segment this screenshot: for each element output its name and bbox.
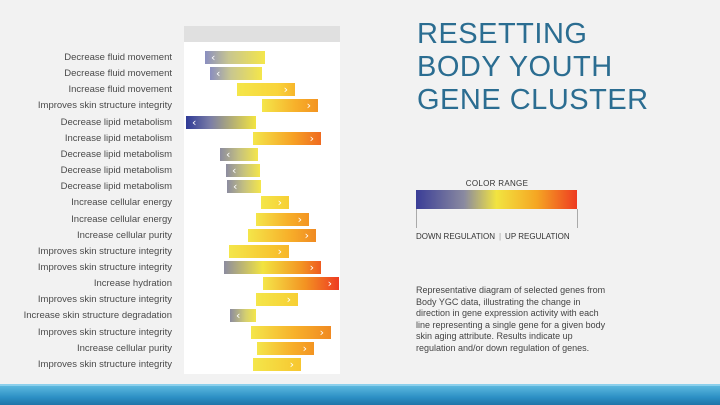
scale-separator: | <box>498 232 502 241</box>
gene-label: Increase skin structure degradation <box>23 310 172 322</box>
up-regulation-bar: › <box>257 341 314 355</box>
title-line-1: RESETTING <box>417 18 588 50</box>
chevron-right-icon: › <box>327 277 332 291</box>
gene-label: Decrease fluid movement <box>64 52 172 63</box>
gene-label: Decrease lipid metabolism <box>60 116 172 128</box>
gene-label: Decrease lipid metabolism <box>60 181 172 193</box>
chevron-right-icon: › <box>302 341 307 355</box>
chevron-right-icon: › <box>297 212 302 226</box>
gene-label: Improves skin structure integrity <box>37 100 172 112</box>
gene-label: Decrease lipid metabolism <box>60 165 172 177</box>
gene-label: Increase cellular purity <box>76 229 172 241</box>
gene-label: Decrease lipid metabolism <box>60 148 172 160</box>
down-regulation-bar: ‹ <box>220 147 258 161</box>
title-line-3: GENE CLUSTER <box>417 84 649 116</box>
footer-highlight <box>0 384 720 386</box>
up-regulation-bar: › <box>229 244 289 258</box>
chevron-right-icon: › <box>277 244 282 258</box>
up-regulation-label: UP REGULATION <box>505 232 570 241</box>
gene-label: Improves skin structure integrity <box>37 358 172 370</box>
chevron-right-icon: › <box>289 357 294 371</box>
chevron-left-icon: ‹ <box>236 309 241 323</box>
up-regulation-bar: › <box>237 83 295 97</box>
title-line-2: BODY YOUTH <box>417 51 613 83</box>
chevron-right-icon: › <box>286 293 291 307</box>
up-regulation-bar: › <box>263 277 339 291</box>
down-regulation-bar: ‹ <box>205 51 265 64</box>
gene-label: Improves skin structure integrity <box>37 326 172 338</box>
chevron-right-icon: › <box>309 260 314 274</box>
gene-label: Decrease fluid movement <box>64 68 172 80</box>
up-regulation-bar: › <box>262 99 318 113</box>
chevron-right-icon: › <box>306 99 311 113</box>
footer-band <box>0 386 720 405</box>
chevron-right-icon: › <box>309 131 314 145</box>
gene-diagram-header <box>184 26 340 42</box>
chevron-right-icon: › <box>304 228 309 242</box>
color-range-bar <box>416 190 577 209</box>
up-regulation-bar: › <box>253 357 301 371</box>
gene-label: Increase cellular energy <box>71 213 172 225</box>
gene-label: Increase hydration <box>93 278 172 290</box>
chevron-left-icon: ‹ <box>232 164 237 178</box>
up-regulation-bar: › <box>253 131 321 145</box>
chevron-right-icon: › <box>277 196 282 210</box>
gene-label: Increase cellular purity <box>76 342 172 354</box>
down-regulation-bar: ‹ <box>227 180 261 194</box>
down-regulation-bar: ‹ <box>186 115 256 129</box>
chevron-right-icon: › <box>319 325 324 339</box>
up-regulation-bar: › <box>256 212 309 226</box>
up-regulation-bar: › <box>256 293 298 307</box>
up-regulation-bar: › <box>261 196 289 210</box>
chevron-left-icon: ‹ <box>233 180 238 194</box>
down-regulation-label: DOWN REGULATION <box>416 232 495 241</box>
up-regulation-bar: › <box>248 228 316 242</box>
up-regulation-bar: › <box>251 325 331 339</box>
gene-label: Improves skin structure integrity <box>37 261 172 273</box>
chevron-left-icon: ‹ <box>192 115 197 129</box>
color-range-labels: DOWN REGULATION | UP REGULATION <box>416 232 570 241</box>
color-range-title: COLOR RANGE <box>465 179 529 188</box>
gene-label: Improves skin structure integrity <box>37 294 172 306</box>
chevron-left-icon: ‹ <box>216 67 221 81</box>
up-regulation-bar: › <box>224 260 321 274</box>
gene-label: Improves skin structure integrity <box>37 245 172 257</box>
chevron-left-icon: ‹ <box>211 51 216 64</box>
chevron-right-icon: › <box>283 83 288 97</box>
chevron-left-icon: ‹ <box>226 147 231 161</box>
diagram-description: Representative diagram of selected genes… <box>416 285 606 353</box>
gene-label: Increase lipid metabolism <box>64 132 172 144</box>
gene-label: Increase fluid movement <box>68 84 173 96</box>
slide-title: RESETTING BODY YOUTH GENE CLUSTER <box>417 18 649 117</box>
down-regulation-bar: ‹ <box>210 67 262 81</box>
down-regulation-bar: ‹ <box>226 164 260 178</box>
color-range-bracket <box>416 209 578 228</box>
down-regulation-bar: ‹ <box>230 309 256 323</box>
gene-label: Increase cellular energy <box>71 197 172 209</box>
